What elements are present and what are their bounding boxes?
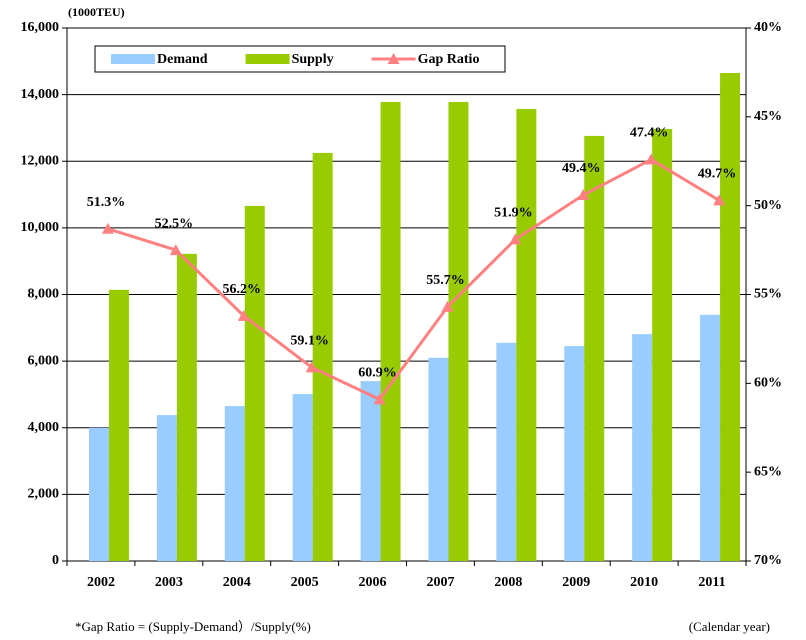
unit-label: (1000TEU)	[68, 5, 125, 19]
y-tick-label: 8,000	[28, 287, 60, 302]
data-label: 55.7%	[426, 273, 465, 288]
legend-label: Gap Ratio	[418, 52, 480, 67]
bar	[156, 415, 177, 561]
legend-label: Demand	[157, 52, 208, 67]
line-marker	[237, 309, 250, 321]
y-tick-label: 14,000	[21, 87, 60, 102]
legend-marker	[387, 53, 400, 64]
y-tick-label: 6,000	[28, 353, 60, 368]
data-label: 51.9%	[494, 206, 533, 221]
legend-swatch	[245, 54, 290, 64]
bar	[448, 101, 469, 562]
line	[107, 157, 720, 402]
line-marker	[577, 189, 590, 201]
bar	[108, 289, 129, 561]
bar	[700, 314, 721, 561]
y2-tick-label: 60%	[754, 376, 782, 391]
bar	[292, 394, 313, 561]
line-marker	[441, 300, 454, 312]
bar	[380, 101, 401, 562]
y2-tick-label: 40%	[754, 20, 782, 35]
bar	[312, 152, 333, 561]
x-tick-label: 2002	[87, 575, 115, 590]
x-tick-label: 2008	[494, 575, 522, 590]
data-label: 56.2%	[223, 282, 262, 297]
x-tick-label: 2009	[562, 575, 590, 590]
data-label: 60.9%	[358, 366, 397, 381]
y-tick-label: 16,000	[21, 20, 60, 35]
bar	[224, 406, 245, 561]
x-tick-label: 2005	[291, 575, 319, 590]
bar	[88, 427, 109, 561]
y2-tick-label: 55%	[754, 287, 782, 302]
line-marker	[373, 393, 386, 405]
legend-swatch	[111, 54, 155, 64]
line-marker	[169, 244, 182, 256]
x-tick-label: 2004	[223, 575, 251, 590]
line-marker	[305, 361, 318, 373]
x-tick-label: 2006	[359, 575, 387, 590]
y2-tick-label: 65%	[754, 464, 782, 479]
data-label: 47.4%	[630, 126, 669, 141]
bar	[496, 342, 517, 561]
data-label: 49.4%	[562, 161, 601, 176]
bar	[244, 205, 265, 562]
data-label: 59.1%	[290, 334, 329, 349]
y2-tick-label: 50%	[754, 198, 782, 213]
bar	[720, 72, 741, 562]
bar	[428, 357, 449, 561]
bar	[516, 108, 537, 561]
legend-label: Supply	[292, 52, 334, 67]
footnote: *Gap Ratio = (Supply-Demand）/Supply(%)	[75, 619, 311, 634]
line-marker	[509, 233, 522, 245]
bar	[652, 128, 673, 561]
data-label: 51.3%	[87, 195, 126, 210]
bar	[176, 253, 197, 561]
bar	[564, 346, 585, 561]
y2-tick-label: 70%	[754, 553, 782, 568]
bar	[632, 334, 653, 561]
line-marker	[645, 153, 658, 165]
data-label: 49.7%	[698, 167, 737, 182]
x-tick-label: 2011	[698, 575, 725, 590]
y-tick-label: 0	[52, 553, 59, 568]
y-tick-label: 12,000	[21, 153, 60, 168]
y-tick-label: 4,000	[28, 420, 60, 435]
x-tick-label: 2010	[630, 575, 658, 590]
bar	[360, 381, 381, 561]
y-tick-label: 2,000	[28, 487, 60, 502]
x-tick-label: 2007	[426, 575, 454, 590]
x-note: (Calendar year)	[689, 619, 770, 634]
bar	[584, 135, 605, 561]
y-tick-label: 10,000	[21, 220, 60, 235]
data-label: 52.5%	[155, 216, 194, 231]
line-marker	[101, 222, 114, 234]
legend-box	[94, 45, 506, 73]
x-tick-label: 2003	[155, 575, 183, 590]
line-marker	[713, 194, 726, 206]
y2-tick-label: 45%	[754, 109, 782, 124]
